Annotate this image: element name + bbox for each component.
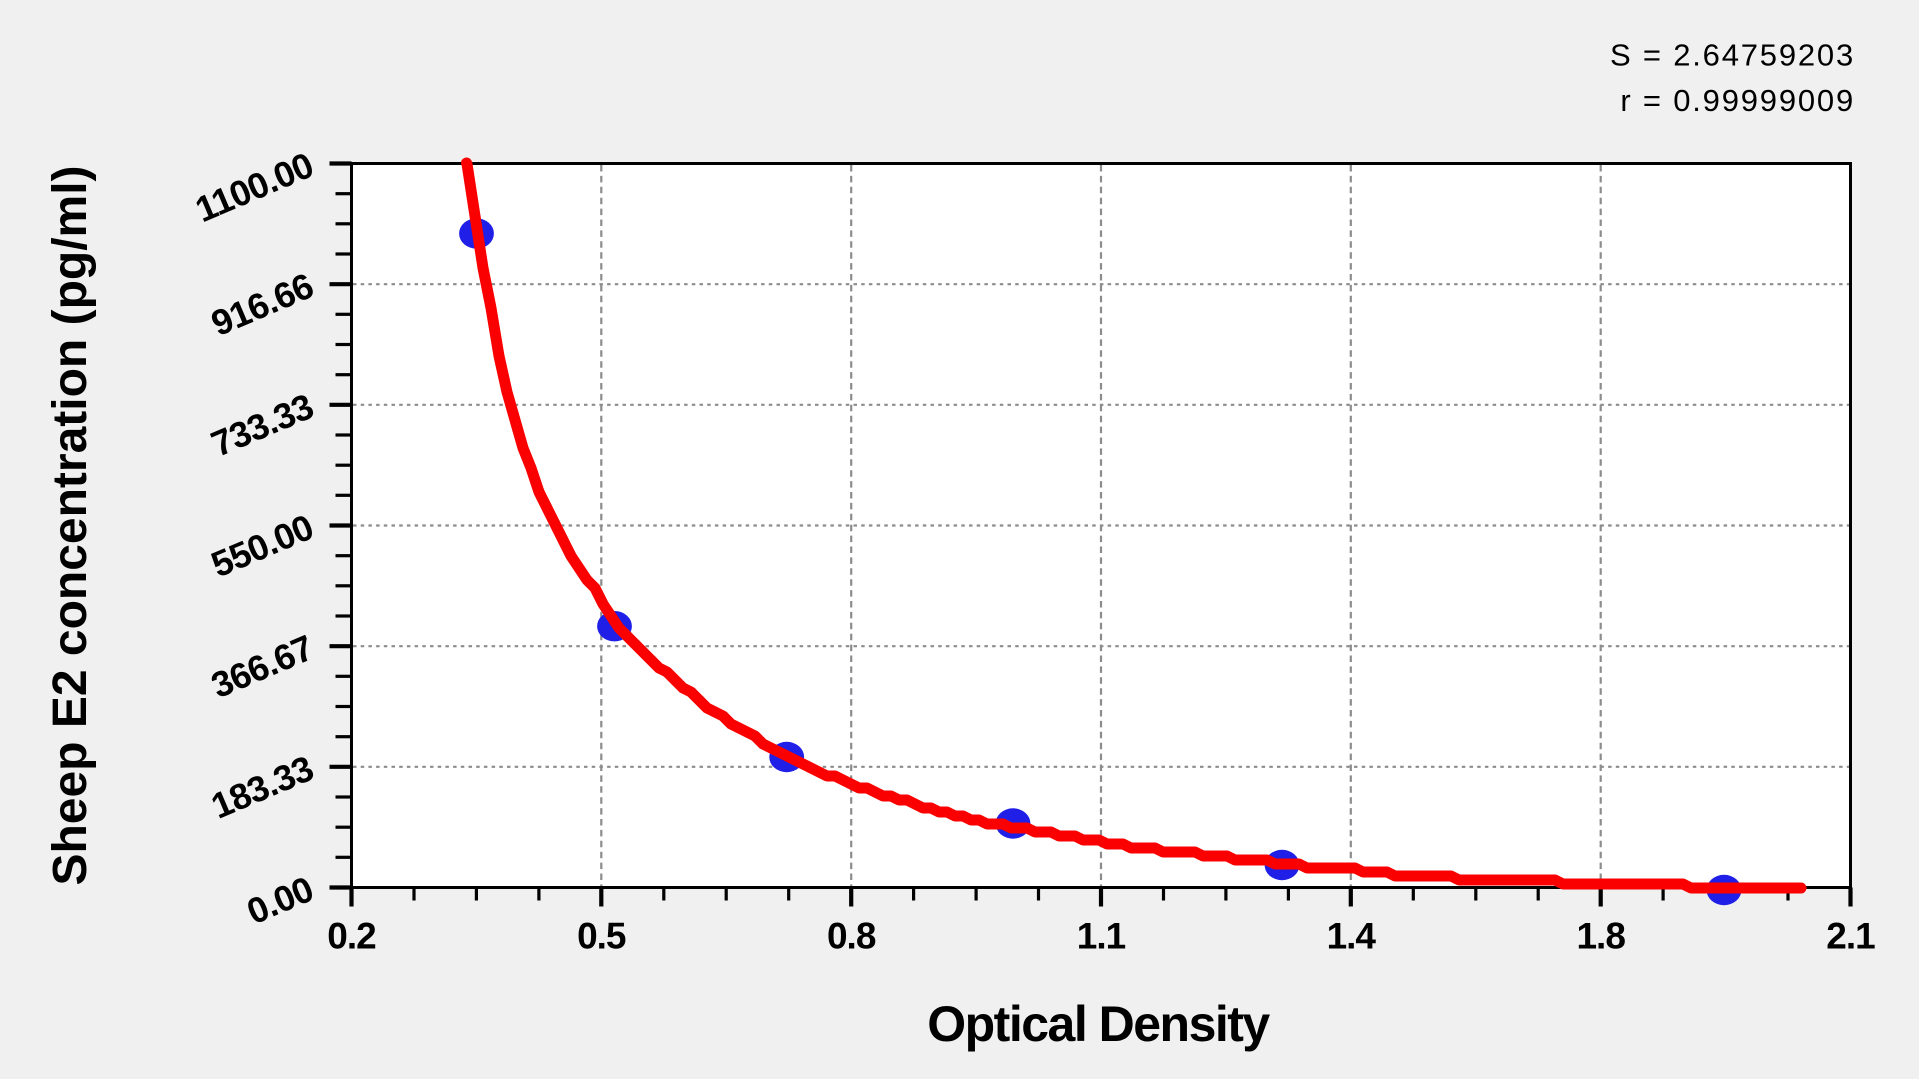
svg-text:S = 2.64759203: S = 2.64759203 [1610,38,1855,73]
svg-text:2.1: 2.1 [1826,916,1875,957]
svg-text:0.5: 0.5 [577,916,626,957]
svg-text:1.8: 1.8 [1576,916,1625,957]
svg-text:r = 0.99999009: r = 0.99999009 [1620,83,1855,118]
svg-text:Optical Density: Optical Density [927,996,1270,1052]
svg-text:Sheep E2 concentration (pg/ml): Sheep E2 concentration (pg/ml) [44,165,97,885]
svg-text:0.2: 0.2 [327,916,376,957]
svg-text:1.1: 1.1 [1077,916,1126,957]
svg-text:1.4: 1.4 [1327,916,1377,957]
svg-text:0.8: 0.8 [827,916,876,957]
